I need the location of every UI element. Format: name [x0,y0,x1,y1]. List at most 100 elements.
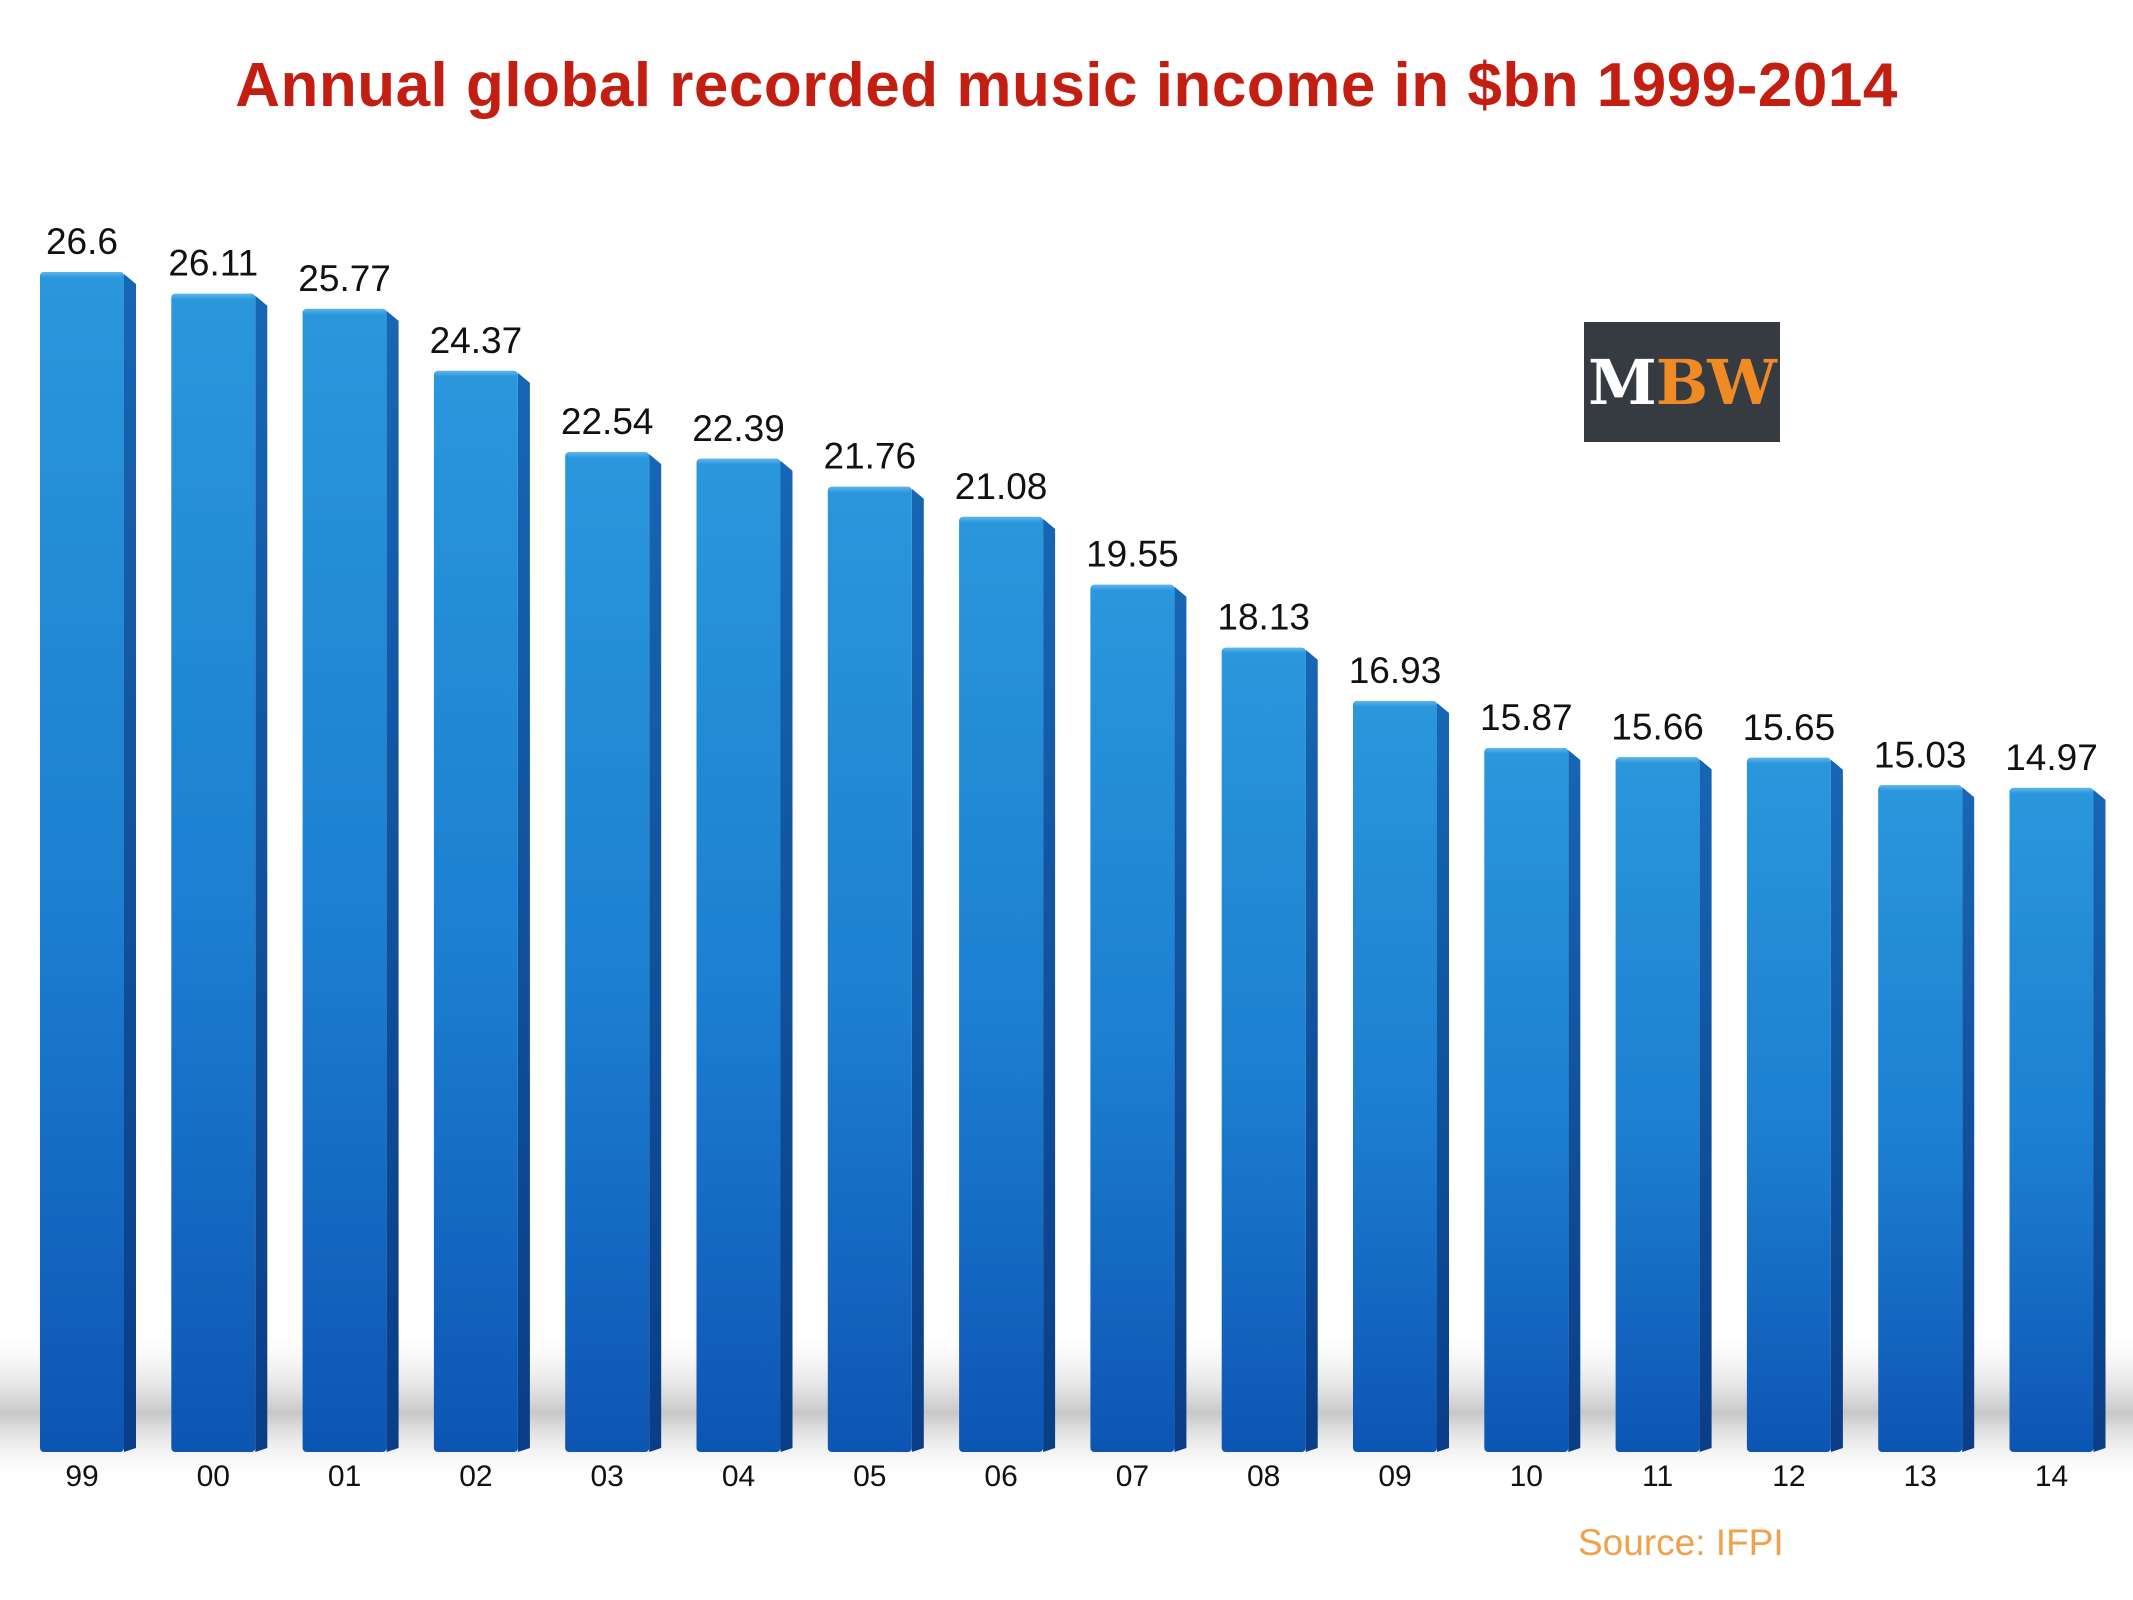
x-tick-label: 99 [65,1460,98,1493]
x-tick-label: 02 [459,1460,492,1493]
bar-side [1830,759,1843,1452]
bar-side [124,274,136,1452]
bar-front [565,452,650,1453]
bar-value-label: 21.76 [824,436,917,477]
bar-side [517,372,530,1452]
bar-top [1879,785,1962,792]
x-tick-label: 06 [984,1460,1017,1493]
bar-side [1568,749,1581,1452]
bar-top [2010,787,2093,794]
bar-front [171,293,256,1453]
x-tick-label: 05 [853,1460,886,1493]
bar-value-label: 19.55 [1086,534,1179,575]
bar-front [1615,757,1700,1452]
chart-title: Annual global recorded music income in $… [235,51,1898,120]
x-tick-label: 09 [1378,1460,1411,1493]
logo-text-m: M [1588,345,1657,419]
bar [433,370,530,1452]
bar-side [255,295,268,1453]
bar-front [827,486,912,1452]
x-tick-label: 04 [722,1460,755,1493]
bar-top [1616,757,1699,764]
bar-top [1485,747,1568,754]
bar-top [1091,584,1174,591]
bar-value-label: 25.77 [298,258,391,299]
bar-front [959,516,1044,1452]
bar-value-label: 22.54 [561,401,654,442]
bar-value-label: 18.13 [1217,597,1310,638]
bars-group [40,272,2106,1453]
bar-top [1354,700,1436,707]
bar-value-label: 22.39 [692,408,785,449]
bar-side [386,310,399,1452]
bar-value-label: 16.93 [1349,650,1442,691]
bar-value-label: 15.87 [1480,697,1573,738]
bar [1746,757,1843,1452]
bar [1615,757,1712,1452]
value-labels-group: 26.6 26.11 25.77 24.37 22.54 22.39 21.76 21.08 1… [46,221,2098,778]
bar-top [434,370,517,377]
bar-side [1699,759,1712,1452]
bar-value-label: 15.03 [1874,734,1967,775]
bar-side [1174,586,1187,1452]
bar-side [2093,789,2106,1452]
bar-front [1484,747,1569,1452]
bar-value-label: 21.08 [955,466,1048,507]
bar-front [1090,584,1175,1452]
x-tick-label: 03 [591,1460,624,1493]
x-tick-label: 12 [1772,1460,1805,1493]
bar [827,486,924,1452]
bar-side [649,454,662,1453]
bar [171,293,268,1453]
x-tick-label: 11 [1642,1460,1673,1493]
x-axis-tick-labels: 99 00 01 02 03 04 05 06 07 08 09 10 11 12 13 14 [65,1460,2068,1493]
bar [40,272,136,1452]
bar-front [696,458,781,1452]
bar-top [697,458,780,465]
bar-top [303,308,386,315]
bar-front [40,272,124,1452]
bar-front [1746,757,1831,1452]
bar-top [960,516,1043,523]
bar-top [172,293,255,300]
bar-front [302,308,387,1452]
bar-value-label: 14.97 [2005,737,2098,778]
bar [2009,787,2106,1452]
bar [302,308,399,1452]
x-tick-label: 00 [197,1460,230,1493]
bar-top [828,486,911,493]
bar-top [566,452,649,459]
bar-front [1878,785,1963,1452]
bar-top [1222,647,1305,654]
x-tick-label: 10 [1510,1460,1543,1493]
bar-side [1437,702,1449,1452]
x-tick-label: 14 [2035,1460,2068,1493]
bar-value-label: 26.6 [46,221,118,262]
bar [1353,700,1449,1452]
bar-top [1747,757,1830,764]
bar-value-label: 15.66 [1611,706,1704,747]
bar-front [1221,647,1306,1452]
bar-side [1305,649,1318,1452]
x-tick-label: 08 [1247,1460,1280,1493]
bar-front [1353,700,1437,1452]
bar-front [2009,787,2094,1452]
bar-side [1043,518,1056,1452]
bar [959,516,1056,1452]
bar-side [911,488,924,1452]
bar-side [1962,787,1975,1452]
bar [1090,584,1187,1452]
x-tick-label: 01 [328,1460,361,1493]
x-tick-label: 07 [1116,1460,1149,1493]
bar [1484,747,1581,1452]
logo-text-bw: BW [1655,345,1777,419]
bar-side [780,460,793,1452]
bar-value-label: 26.11 [168,243,258,284]
bar-top [41,272,123,278]
bar [1221,647,1318,1452]
mbw-logo: M BW [1584,322,1780,442]
bar-front [433,370,518,1452]
bar [696,458,793,1452]
